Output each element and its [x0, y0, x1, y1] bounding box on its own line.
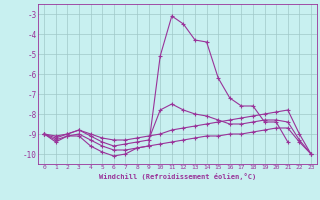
X-axis label: Windchill (Refroidissement éolien,°C): Windchill (Refroidissement éolien,°C): [99, 173, 256, 180]
